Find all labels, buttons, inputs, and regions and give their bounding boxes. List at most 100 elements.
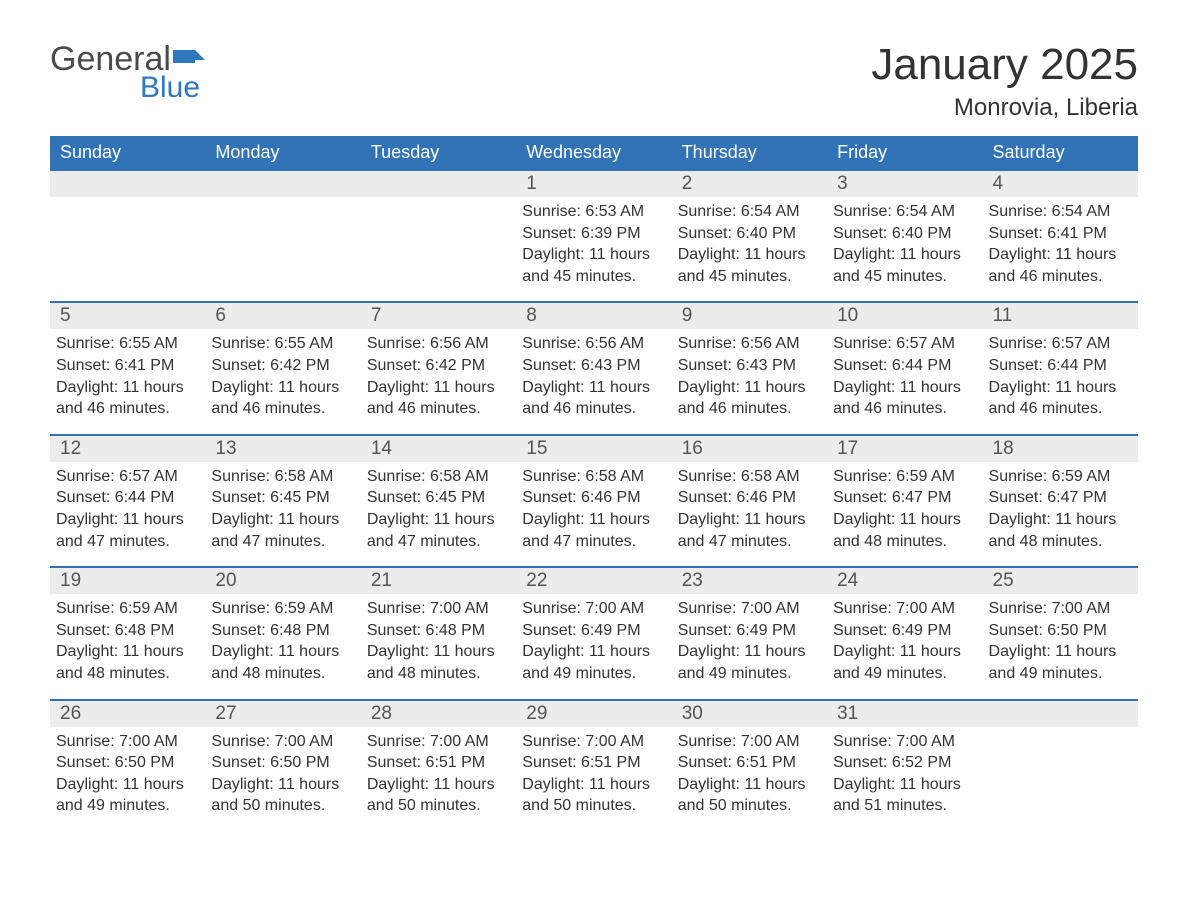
calendar-day-cell bbox=[50, 170, 205, 302]
calendar-day-cell: 30Sunrise: 7:00 AMSunset: 6:51 PMDayligh… bbox=[672, 700, 827, 831]
sunset-line: Sunset: 6:52 PM bbox=[833, 752, 972, 774]
empty-day bbox=[50, 171, 205, 197]
calendar-day-cell bbox=[983, 700, 1138, 831]
sunrise-line: Sunrise: 6:57 AM bbox=[56, 466, 195, 488]
sunrise-line: Sunrise: 6:55 AM bbox=[56, 333, 195, 355]
day-number: 3 bbox=[827, 171, 982, 197]
sunrise-line: Sunrise: 6:58 AM bbox=[367, 466, 506, 488]
day-details: Sunrise: 7:00 AMSunset: 6:50 PMDaylight:… bbox=[983, 594, 1138, 698]
day-header: Wednesday bbox=[516, 136, 671, 170]
calendar-week-row: 12Sunrise: 6:57 AMSunset: 6:44 PMDayligh… bbox=[50, 435, 1138, 567]
day-number: 26 bbox=[50, 701, 205, 727]
day-details: Sunrise: 6:58 AMSunset: 6:45 PMDaylight:… bbox=[361, 462, 516, 566]
calendar-day-cell: 23Sunrise: 7:00 AMSunset: 6:49 PMDayligh… bbox=[672, 567, 827, 699]
sunset-line: Sunset: 6:43 PM bbox=[678, 355, 817, 377]
calendar-day-cell: 31Sunrise: 7:00 AMSunset: 6:52 PMDayligh… bbox=[827, 700, 982, 831]
sunset-line: Sunset: 6:50 PM bbox=[56, 752, 195, 774]
sunrise-line: Sunrise: 6:55 AM bbox=[211, 333, 350, 355]
day-number: 5 bbox=[50, 303, 205, 329]
day-details: Sunrise: 6:58 AMSunset: 6:46 PMDaylight:… bbox=[672, 462, 827, 566]
sunrise-line: Sunrise: 7:00 AM bbox=[678, 598, 817, 620]
daylight-line: Daylight: 11 hours and 49 minutes. bbox=[833, 641, 972, 684]
empty-day bbox=[983, 701, 1138, 727]
day-number: 16 bbox=[672, 436, 827, 462]
sunset-line: Sunset: 6:51 PM bbox=[678, 752, 817, 774]
daylight-line: Daylight: 11 hours and 47 minutes. bbox=[522, 509, 661, 552]
day-number: 9 bbox=[672, 303, 827, 329]
calendar-day-cell: 12Sunrise: 6:57 AMSunset: 6:44 PMDayligh… bbox=[50, 435, 205, 567]
calendar-week-row: 5Sunrise: 6:55 AMSunset: 6:41 PMDaylight… bbox=[50, 302, 1138, 434]
calendar-day-cell: 22Sunrise: 7:00 AMSunset: 6:49 PMDayligh… bbox=[516, 567, 671, 699]
calendar-day-cell: 21Sunrise: 7:00 AMSunset: 6:48 PMDayligh… bbox=[361, 567, 516, 699]
calendar-week-row: 19Sunrise: 6:59 AMSunset: 6:48 PMDayligh… bbox=[50, 567, 1138, 699]
sunset-line: Sunset: 6:44 PM bbox=[989, 355, 1128, 377]
day-number: 10 bbox=[827, 303, 982, 329]
sunset-line: Sunset: 6:48 PM bbox=[367, 620, 506, 642]
sunrise-line: Sunrise: 7:00 AM bbox=[367, 598, 506, 620]
sunrise-line: Sunrise: 7:00 AM bbox=[367, 731, 506, 753]
calendar-week-row: 1Sunrise: 6:53 AMSunset: 6:39 PMDaylight… bbox=[50, 170, 1138, 302]
sunrise-line: Sunrise: 6:57 AM bbox=[989, 333, 1128, 355]
sunset-line: Sunset: 6:41 PM bbox=[989, 223, 1128, 245]
day-number: 13 bbox=[205, 436, 360, 462]
sunset-line: Sunset: 6:42 PM bbox=[367, 355, 506, 377]
empty-day bbox=[205, 171, 360, 197]
day-details: Sunrise: 7:00 AMSunset: 6:49 PMDaylight:… bbox=[827, 594, 982, 698]
day-details: Sunrise: 6:58 AMSunset: 6:45 PMDaylight:… bbox=[205, 462, 360, 566]
daylight-line: Daylight: 11 hours and 50 minutes. bbox=[367, 774, 506, 817]
day-number: 24 bbox=[827, 568, 982, 594]
day-number: 22 bbox=[516, 568, 671, 594]
day-details: Sunrise: 7:00 AMSunset: 6:51 PMDaylight:… bbox=[672, 727, 827, 831]
day-number: 29 bbox=[516, 701, 671, 727]
sunset-line: Sunset: 6:42 PM bbox=[211, 355, 350, 377]
day-header: Tuesday bbox=[361, 136, 516, 170]
daylight-line: Daylight: 11 hours and 46 minutes. bbox=[678, 377, 817, 420]
sunset-line: Sunset: 6:51 PM bbox=[367, 752, 506, 774]
daylight-line: Daylight: 11 hours and 46 minutes. bbox=[989, 377, 1128, 420]
sunrise-line: Sunrise: 6:53 AM bbox=[522, 201, 661, 223]
day-number: 20 bbox=[205, 568, 360, 594]
calendar-day-cell: 3Sunrise: 6:54 AMSunset: 6:40 PMDaylight… bbox=[827, 170, 982, 302]
sunrise-line: Sunrise: 7:00 AM bbox=[833, 731, 972, 753]
day-details: Sunrise: 6:53 AMSunset: 6:39 PMDaylight:… bbox=[516, 197, 671, 301]
day-number: 12 bbox=[50, 436, 205, 462]
day-number: 31 bbox=[827, 701, 982, 727]
day-details: Sunrise: 6:58 AMSunset: 6:46 PMDaylight:… bbox=[516, 462, 671, 566]
day-number: 4 bbox=[983, 171, 1138, 197]
daylight-line: Daylight: 11 hours and 49 minutes. bbox=[989, 641, 1128, 684]
sunset-line: Sunset: 6:49 PM bbox=[833, 620, 972, 642]
day-number: 6 bbox=[205, 303, 360, 329]
sunrise-line: Sunrise: 6:58 AM bbox=[522, 466, 661, 488]
sunrise-line: Sunrise: 6:56 AM bbox=[522, 333, 661, 355]
flag-icon bbox=[173, 46, 205, 70]
daylight-line: Daylight: 11 hours and 48 minutes. bbox=[833, 509, 972, 552]
calendar-table: SundayMondayTuesdayWednesdayThursdayFrid… bbox=[50, 136, 1138, 831]
calendar-week-row: 26Sunrise: 7:00 AMSunset: 6:50 PMDayligh… bbox=[50, 700, 1138, 831]
daylight-line: Daylight: 11 hours and 49 minutes. bbox=[522, 641, 661, 684]
sunset-line: Sunset: 6:49 PM bbox=[678, 620, 817, 642]
logo-word-2: Blue bbox=[140, 71, 205, 105]
day-number: 18 bbox=[983, 436, 1138, 462]
day-header: Thursday bbox=[672, 136, 827, 170]
empty-day bbox=[361, 171, 516, 197]
day-number: 11 bbox=[983, 303, 1138, 329]
day-details: Sunrise: 7:00 AMSunset: 6:50 PMDaylight:… bbox=[205, 727, 360, 831]
day-number: 14 bbox=[361, 436, 516, 462]
sunset-line: Sunset: 6:46 PM bbox=[522, 487, 661, 509]
sunset-line: Sunset: 6:45 PM bbox=[211, 487, 350, 509]
sunrise-line: Sunrise: 7:00 AM bbox=[522, 598, 661, 620]
day-details: Sunrise: 7:00 AMSunset: 6:51 PMDaylight:… bbox=[361, 727, 516, 831]
daylight-line: Daylight: 11 hours and 49 minutes. bbox=[56, 774, 195, 817]
day-header: Friday bbox=[827, 136, 982, 170]
day-header: Monday bbox=[205, 136, 360, 170]
calendar-day-cell: 9Sunrise: 6:56 AMSunset: 6:43 PMDaylight… bbox=[672, 302, 827, 434]
day-details: Sunrise: 6:56 AMSunset: 6:43 PMDaylight:… bbox=[516, 329, 671, 433]
day-details: Sunrise: 6:54 AMSunset: 6:41 PMDaylight:… bbox=[983, 197, 1138, 301]
sunrise-line: Sunrise: 6:54 AM bbox=[833, 201, 972, 223]
sunrise-line: Sunrise: 7:00 AM bbox=[678, 731, 817, 753]
sunset-line: Sunset: 6:45 PM bbox=[367, 487, 506, 509]
calendar-day-cell: 4Sunrise: 6:54 AMSunset: 6:41 PMDaylight… bbox=[983, 170, 1138, 302]
calendar-day-cell: 18Sunrise: 6:59 AMSunset: 6:47 PMDayligh… bbox=[983, 435, 1138, 567]
daylight-line: Daylight: 11 hours and 47 minutes. bbox=[678, 509, 817, 552]
day-details: Sunrise: 6:55 AMSunset: 6:42 PMDaylight:… bbox=[205, 329, 360, 433]
